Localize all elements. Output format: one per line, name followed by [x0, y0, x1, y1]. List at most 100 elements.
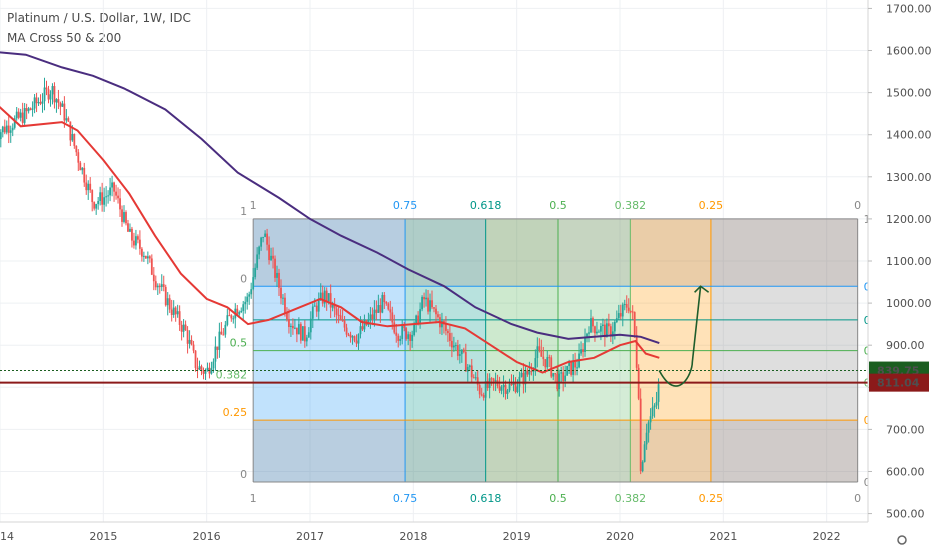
- candle-body: [415, 315, 418, 324]
- candle-body: [311, 306, 314, 319]
- candle-body: [9, 130, 12, 133]
- candle-body: [653, 405, 656, 408]
- candle-body: [343, 320, 346, 328]
- candle-body: [552, 373, 555, 377]
- candle-body: [264, 233, 266, 237]
- candle-body: [454, 345, 457, 347]
- candle-body: [286, 312, 288, 320]
- candle-body: [178, 311, 181, 325]
- candle-body: [333, 303, 336, 309]
- arrow-head: [694, 285, 710, 293]
- candle-body: [75, 145, 78, 153]
- candle-body: [140, 248, 143, 257]
- candle-body: [480, 394, 483, 396]
- candle-body: [146, 256, 149, 259]
- candle-body: [385, 302, 388, 304]
- candle-body: [538, 346, 541, 351]
- candle-body: [212, 361, 215, 369]
- candle-body: [1, 126, 4, 133]
- candle-body: [307, 332, 310, 338]
- candle-body: [240, 310, 243, 313]
- fib-time-label-top: 0.25: [699, 199, 724, 212]
- candle-body: [586, 333, 588, 338]
- candle-body: [603, 324, 606, 338]
- candle-body: [512, 383, 515, 385]
- candle-body: [232, 318, 235, 320]
- candle-body: [647, 422, 650, 433]
- candle-body: [164, 286, 167, 306]
- price-tick-label: 500.00: [886, 508, 925, 521]
- candle-body: [423, 296, 425, 300]
- candle-body: [427, 297, 429, 312]
- price-tick-label: 1600.00: [886, 45, 932, 58]
- candle-body: [530, 371, 533, 373]
- time-tick-label: 2017: [296, 530, 324, 543]
- candle-body: [266, 233, 268, 245]
- candle-body: [170, 309, 173, 315]
- candle-body: [393, 322, 396, 333]
- candle-body: [15, 111, 18, 119]
- candle-body: [99, 192, 102, 201]
- candle-body: [65, 118, 68, 121]
- candle-body: [216, 346, 219, 350]
- candle-body: [500, 387, 503, 391]
- chart-legend: Platinum / U.S. Dollar, 1W, IDC MA Cross…: [7, 8, 191, 48]
- candle-body: [41, 101, 44, 104]
- candle-body: [619, 313, 622, 317]
- candle-body: [176, 311, 179, 315]
- candle-body: [144, 255, 147, 259]
- candle-body: [13, 118, 16, 128]
- candle-body: [389, 309, 392, 313]
- candle-body: [172, 307, 175, 315]
- candle-body: [200, 366, 203, 371]
- candle-body: [357, 334, 360, 344]
- candle-body: [625, 304, 628, 308]
- candle-body: [268, 244, 270, 261]
- candle-body: [270, 255, 272, 261]
- candle-body: [299, 324, 302, 341]
- fib-time-label-top: 0.382: [615, 199, 647, 212]
- fib-zone-band-top: [405, 218, 486, 287]
- candle-body: [584, 337, 586, 352]
- price-tick-label: 1100.00: [886, 255, 932, 268]
- settings-icon[interactable]: [897, 535, 907, 545]
- candle-body: [73, 133, 76, 146]
- candle-body: [133, 240, 135, 246]
- candle-body: [254, 267, 257, 278]
- candle-body: [592, 318, 594, 327]
- candle-body: [31, 108, 34, 110]
- candle-body: [192, 344, 195, 351]
- candle-body: [462, 349, 465, 353]
- candle-body: [502, 384, 505, 388]
- candle-body: [301, 326, 304, 341]
- time-tick-label: 2018: [399, 530, 427, 543]
- candle-body: [220, 331, 223, 335]
- candle-body: [369, 314, 372, 320]
- candle-body: [198, 366, 201, 370]
- candle-body: [276, 272, 278, 278]
- candle-body: [329, 293, 332, 308]
- candle-body: [468, 365, 471, 368]
- fib-time-label-bottom: 0.25: [699, 492, 724, 505]
- candle-body: [107, 195, 110, 197]
- fib-zone-band-bottom: [710, 420, 858, 483]
- candle-body: [447, 330, 449, 334]
- candle-body: [576, 367, 578, 369]
- candle-body: [506, 390, 509, 394]
- candle-body: [17, 111, 20, 118]
- candle-body: [478, 385, 481, 395]
- candle-body: [542, 356, 545, 360]
- support-price-badge: [869, 373, 929, 392]
- candle-body: [53, 86, 56, 103]
- candle-body: [131, 228, 133, 241]
- candle-body: [218, 331, 221, 350]
- candle-body: [383, 294, 386, 303]
- candle-body: [349, 334, 352, 338]
- candle-body: [246, 296, 249, 302]
- candle-body: [347, 334, 350, 336]
- candle-body: [395, 332, 398, 336]
- chart-title: Platinum / U.S. Dollar, 1W, IDC: [7, 11, 191, 25]
- candle-body: [407, 334, 410, 339]
- candle-body: [615, 318, 618, 322]
